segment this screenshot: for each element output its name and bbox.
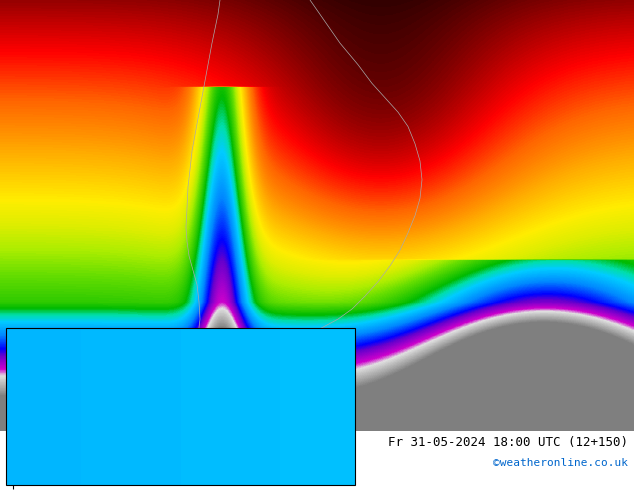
Text: Temperature (2m) [°C] ECMWF: Temperature (2m) [°C] ECMWF <box>6 436 209 449</box>
Text: Fr 31-05-2024 18:00 UTC (12+150): Fr 31-05-2024 18:00 UTC (12+150) <box>387 436 628 449</box>
Text: ©weatheronline.co.uk: ©weatheronline.co.uk <box>493 458 628 467</box>
